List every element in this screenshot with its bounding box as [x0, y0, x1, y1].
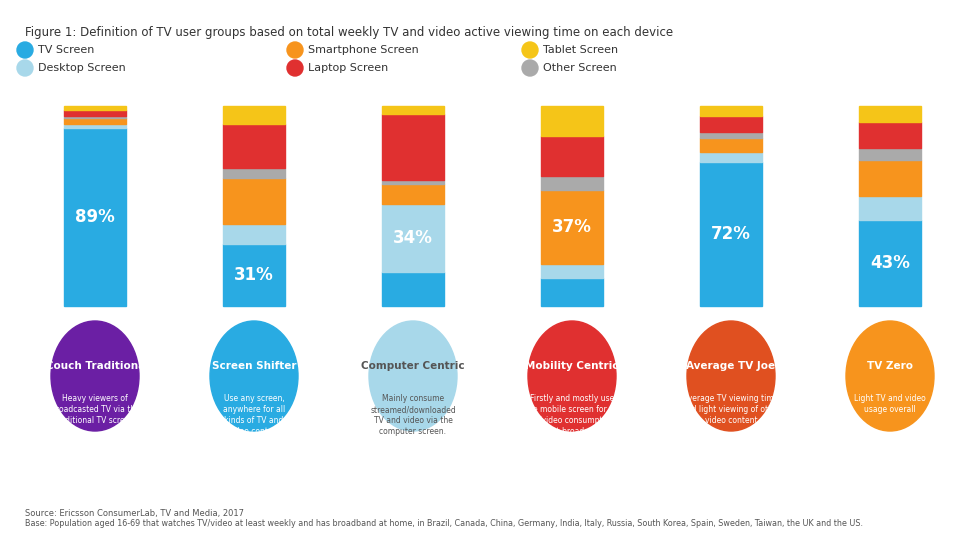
Ellipse shape: [368, 321, 456, 431]
Text: 34%: 34%: [392, 229, 432, 247]
Text: Figure 1: Definition of TV user groups based on total weekly TV and video active: Figure 1: Definition of TV user groups b…: [25, 26, 672, 39]
Bar: [700, 138, 762, 152]
Text: Average TV Joe: Average TV Joe: [686, 361, 775, 371]
Text: TV Zero: TV Zero: [866, 361, 912, 371]
Bar: [382, 114, 444, 180]
Bar: [859, 106, 920, 122]
Text: Firstly and mostly use
the mobile screen for all
TV/video consumption
(except br: Firstly and mostly use the mobile screen…: [525, 394, 618, 436]
Ellipse shape: [845, 321, 933, 431]
Bar: [64, 106, 126, 110]
Bar: [859, 122, 920, 148]
Text: 72%: 72%: [710, 225, 750, 243]
Text: 43%: 43%: [869, 254, 909, 272]
Bar: [700, 132, 762, 138]
Text: TV Screen: TV Screen: [38, 45, 94, 55]
Text: 89%: 89%: [75, 208, 114, 226]
Bar: [859, 160, 920, 196]
Circle shape: [17, 60, 33, 76]
Text: Laptop Screen: Laptop Screen: [308, 63, 388, 73]
Text: Light TV and video
usage overall: Light TV and video usage overall: [854, 394, 925, 414]
Text: 31%: 31%: [234, 266, 273, 284]
Bar: [541, 136, 603, 176]
Bar: [700, 162, 762, 306]
Circle shape: [17, 42, 33, 58]
Bar: [541, 278, 603, 306]
Ellipse shape: [527, 321, 615, 431]
Bar: [541, 176, 603, 190]
Bar: [64, 110, 126, 116]
Bar: [382, 204, 444, 272]
Text: Mobility Centric: Mobility Centric: [524, 361, 618, 371]
Circle shape: [521, 60, 538, 76]
Bar: [541, 264, 603, 278]
Circle shape: [287, 42, 302, 58]
Bar: [541, 106, 603, 136]
Text: Base: Population aged 16-69 that watches TV/video at least weekly and has broadb: Base: Population aged 16-69 that watches…: [25, 519, 862, 528]
Text: Tablet Screen: Tablet Screen: [543, 45, 617, 55]
Text: Screen Shifter: Screen Shifter: [211, 361, 296, 371]
Bar: [64, 128, 126, 306]
Text: Source: Ericsson ConsumerLab, TV and Media, 2017: Source: Ericsson ConsumerLab, TV and Med…: [25, 509, 244, 518]
Text: Smartphone Screen: Smartphone Screen: [308, 45, 419, 55]
Ellipse shape: [686, 321, 774, 431]
Bar: [223, 124, 285, 168]
Bar: [223, 106, 285, 124]
Bar: [859, 196, 920, 220]
Bar: [382, 180, 444, 184]
Bar: [64, 118, 126, 124]
Bar: [859, 148, 920, 160]
Bar: [859, 220, 920, 306]
Bar: [382, 106, 444, 114]
Bar: [223, 224, 285, 244]
Text: Other Screen: Other Screen: [543, 63, 616, 73]
Ellipse shape: [209, 321, 297, 431]
Bar: [382, 184, 444, 204]
Text: Heavy viewers of
broadcasted TV via the
traditional TV screen.: Heavy viewers of broadcasted TV via the …: [50, 394, 140, 425]
Bar: [541, 190, 603, 264]
Bar: [64, 124, 126, 128]
Circle shape: [287, 60, 302, 76]
Bar: [223, 168, 285, 178]
Text: Use any screen,
anywhere for all
kinds of TV and
video content: Use any screen, anywhere for all kinds o…: [223, 394, 285, 436]
Bar: [382, 272, 444, 306]
Circle shape: [521, 42, 538, 58]
Bar: [700, 152, 762, 162]
Bar: [700, 116, 762, 132]
Text: 37%: 37%: [551, 218, 591, 236]
Ellipse shape: [51, 321, 139, 431]
Bar: [223, 178, 285, 224]
Bar: [700, 106, 762, 116]
Bar: [64, 116, 126, 118]
Text: Computer Centric: Computer Centric: [360, 361, 464, 371]
Text: Desktop Screen: Desktop Screen: [38, 63, 126, 73]
Text: Average TV viewing time
and light viewing of other
video content: Average TV viewing time and light viewin…: [681, 394, 780, 425]
Text: TV Couch Traditionalist: TV Couch Traditionalist: [27, 361, 163, 371]
Text: Mainly consume
streamed/downloaded
TV and video via the
computer screen.: Mainly consume streamed/downloaded TV an…: [370, 394, 455, 436]
Bar: [223, 244, 285, 306]
